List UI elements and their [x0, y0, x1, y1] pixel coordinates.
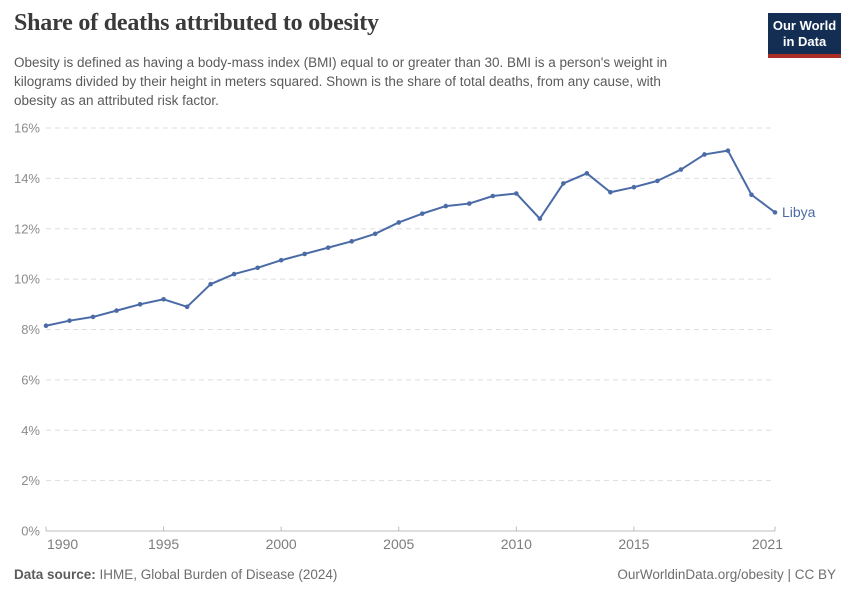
- chart-footer: Data source: IHME, Global Burden of Dise…: [14, 567, 836, 582]
- data-source-label: Data source:: [14, 567, 96, 582]
- x-axis-tick-label: 2010: [501, 536, 532, 552]
- owid-logo-text: Our World in Data: [768, 13, 841, 54]
- data-point: [137, 302, 143, 307]
- subtitle-line: kilograms divided by their height in met…: [14, 74, 661, 89]
- x-axis-tick-label: 1995: [148, 536, 179, 552]
- rights-link[interactable]: OurWorldinData.org/obesity | CC BY: [617, 567, 836, 582]
- page-title: Share of deaths attributed to obesity: [14, 10, 379, 36]
- data-point: [584, 171, 590, 176]
- data-point: [702, 152, 707, 157]
- y-axis-tick-label: 0%: [21, 524, 40, 539]
- x-axis-tick-label: 1990: [47, 536, 78, 552]
- data-point: [608, 189, 613, 195]
- data-point: [490, 193, 496, 199]
- x-axis-tick-label: 2005: [383, 536, 414, 552]
- data-point: [184, 304, 190, 310]
- x-axis-tick-label: 2000: [266, 536, 297, 552]
- data-point: [561, 181, 566, 186]
- x-axis-tick-label: 2021: [752, 536, 783, 552]
- subtitle-line: obesity as an attributed risk factor.: [14, 93, 219, 108]
- y-axis-tick-label: 2%: [21, 473, 40, 488]
- data-point: [772, 210, 778, 215]
- data-point: [466, 201, 472, 206]
- data-point: [396, 220, 402, 225]
- data-point: [302, 251, 307, 257]
- owid-logo: Our World in Data: [768, 13, 841, 58]
- data-point: [349, 239, 355, 244]
- owid-logo-line2: in Data: [782, 34, 827, 49]
- data-point: [443, 203, 449, 209]
- data-point: [208, 281, 213, 287]
- data-point: [514, 191, 519, 196]
- y-axis-tick-label: 10%: [14, 272, 40, 287]
- data-point: [537, 216, 543, 221]
- y-axis-tick-label: 6%: [21, 372, 40, 387]
- subtitle-line: Obesity is defined as having a body-mass…: [14, 55, 668, 70]
- data-source: Data source: IHME, Global Burden of Dise…: [14, 567, 337, 582]
- data-point: [678, 167, 684, 172]
- data-point: [43, 323, 49, 329]
- data-point: [725, 148, 731, 153]
- y-axis-tick-label: 4%: [21, 423, 40, 438]
- data-source-value: IHME, Global Burden of Disease (2024): [99, 567, 338, 582]
- data-point: [67, 318, 72, 323]
- y-axis-tick-label: 8%: [21, 322, 40, 337]
- data-point: [655, 178, 660, 184]
- y-axis-tick-label: 14%: [14, 171, 40, 186]
- data-point: [325, 245, 331, 250]
- data-point: [749, 192, 754, 198]
- chart-subtitle: Obesity is defined as having a body-mass…: [14, 53, 667, 110]
- data-point: [114, 308, 119, 313]
- data-point: [255, 265, 260, 271]
- data-point: [631, 184, 637, 190]
- y-axis-tick-label: 12%: [14, 221, 40, 236]
- data-point: [161, 296, 166, 302]
- series-label: Libya: [782, 204, 816, 220]
- data-line-libya: [45, 149, 776, 327]
- data-point: [372, 231, 378, 237]
- y-axis-tick-label: 16%: [14, 121, 40, 136]
- data-point: [278, 257, 284, 263]
- owid-logo-line1: Our World: [772, 18, 837, 33]
- data-point: [419, 211, 425, 216]
- data-point: [90, 314, 96, 320]
- x-axis-tick-label: 2015: [618, 536, 649, 552]
- data-point: [231, 271, 237, 277]
- owid-logo-accent-bar: [768, 54, 841, 58]
